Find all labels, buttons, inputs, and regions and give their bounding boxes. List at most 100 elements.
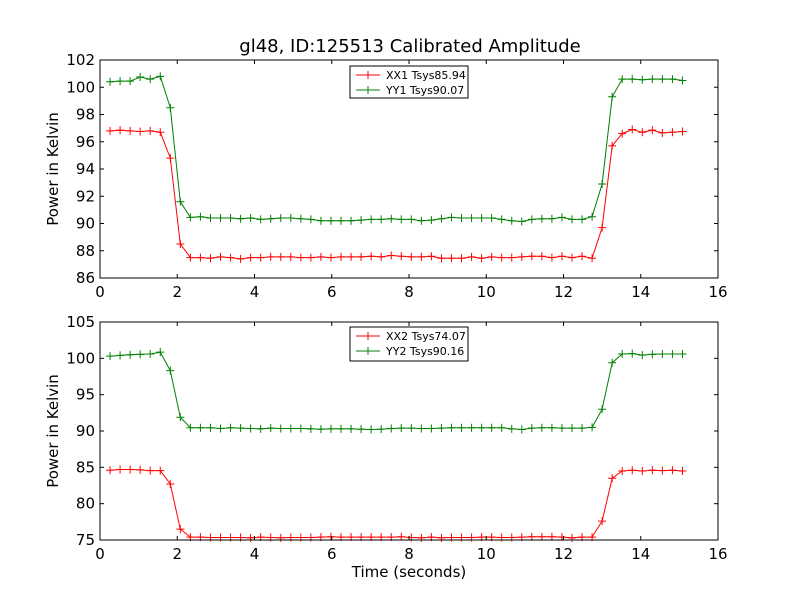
- data-point: [417, 252, 426, 261]
- data-point: [628, 125, 637, 134]
- data-point: [608, 141, 617, 150]
- legend: XX2 Tsys74.07 YY2 Tsys90.16: [349, 326, 469, 362]
- y-tick-label: 75: [76, 531, 95, 549]
- data-point: [286, 252, 295, 261]
- data-point: [507, 424, 516, 433]
- data-point: [116, 126, 125, 135]
- data-point: [116, 351, 125, 360]
- data-point: [497, 423, 506, 432]
- data-point: [397, 424, 406, 433]
- data-point: [357, 252, 366, 261]
- data-point: [658, 349, 667, 358]
- data-point: [166, 480, 175, 489]
- figure-title: gl48, ID:125513 Calibrated Amplitude: [239, 36, 580, 57]
- x-tick-label: 14: [631, 545, 650, 563]
- data-point: [557, 213, 566, 222]
- x-tick-label: 2: [172, 545, 182, 563]
- data-point: [306, 253, 315, 262]
- data-point: [517, 252, 526, 261]
- bottom-panel: 0 2 4 6 8 10 12 14 16 75 80 85 90 95 100 105 Power in Ke…: [44, 313, 728, 581]
- data-point: [126, 350, 135, 359]
- data-point: [638, 128, 647, 137]
- data-point: [106, 126, 115, 135]
- data-point: [668, 128, 677, 137]
- data-point: [507, 216, 516, 225]
- data-point: [326, 424, 335, 433]
- data-point: [236, 214, 245, 223]
- top-panel: 0 2 4 6 8 10 12 14 16 86 88 90 92 94 96 98 100 102 Power i…: [44, 51, 728, 301]
- data-point: [136, 350, 145, 359]
- legend: XX1 Tsys85.94 YY1 Tsys90.07: [349, 65, 469, 99]
- data-point: [628, 349, 637, 358]
- y-axis-label: Power in Kelvin: [44, 374, 62, 488]
- data-point: [638, 351, 647, 360]
- data-point: [116, 465, 125, 474]
- x-tick-label: 4: [250, 545, 260, 563]
- y-tick-label: 86: [76, 269, 95, 287]
- data-point: [166, 154, 175, 163]
- legend-label: YY1 Tsys90.07: [385, 84, 464, 97]
- data-point: [588, 254, 597, 263]
- data-point: [507, 253, 516, 262]
- data-point: [527, 532, 536, 541]
- data-point: [286, 214, 295, 223]
- data-point: [397, 215, 406, 224]
- data-point: [417, 216, 426, 225]
- legend-box: [349, 326, 469, 362]
- data-point: [176, 525, 185, 534]
- data-point: [156, 128, 165, 137]
- legend-marker: [364, 86, 372, 94]
- data-point: [678, 76, 687, 85]
- data-point: [337, 252, 346, 261]
- data-point: [347, 424, 356, 433]
- data-point: [618, 129, 627, 138]
- data-point: [206, 214, 215, 223]
- data-point: [668, 75, 677, 84]
- data-point: [578, 215, 587, 224]
- data-point: [377, 425, 386, 434]
- data-point: [648, 350, 657, 359]
- data-point: [216, 424, 225, 433]
- data-point: [176, 413, 185, 422]
- data-point: [156, 348, 165, 357]
- y-tick-label: 90: [76, 215, 95, 233]
- y-tick-label: 98: [76, 106, 95, 124]
- data-point: [487, 214, 496, 223]
- x-tick-label: 10: [477, 283, 496, 301]
- data-point: [326, 532, 335, 541]
- data-point: [477, 214, 486, 223]
- data-point: [537, 214, 546, 223]
- data-point: [487, 252, 496, 261]
- legend-label: XX1 Tsys85.94: [386, 69, 466, 82]
- data-point: [618, 349, 627, 358]
- data-point: [567, 253, 576, 262]
- y-tick-label: 85: [76, 458, 95, 476]
- data-point: [608, 92, 617, 101]
- data-point: [457, 423, 466, 432]
- data-point: [196, 212, 205, 221]
- data-point: [106, 77, 115, 86]
- data-point: [648, 75, 657, 84]
- data-point: [437, 254, 446, 263]
- data-point: [517, 217, 526, 226]
- data-point: [487, 423, 496, 432]
- x-tick-label: 4: [250, 283, 260, 301]
- data-point: [547, 423, 556, 432]
- data-point: [276, 214, 285, 223]
- x-tick-label: 0: [95, 283, 105, 301]
- data-point: [347, 252, 356, 261]
- legend-label: XX2 Tsys74.07: [386, 330, 466, 343]
- data-point: [216, 214, 225, 223]
- data-point: [598, 223, 607, 232]
- data-point: [457, 254, 466, 263]
- y-tick-label: 92: [76, 187, 95, 205]
- data-point: [136, 73, 145, 82]
- y-tick-label: 100: [66, 78, 95, 96]
- data-point: [296, 253, 305, 262]
- series-line: [109, 469, 683, 539]
- data-point: [628, 75, 637, 84]
- data-point: [146, 349, 155, 358]
- data-point: [557, 252, 566, 261]
- series-2: [106, 72, 687, 226]
- data-point: [678, 349, 687, 358]
